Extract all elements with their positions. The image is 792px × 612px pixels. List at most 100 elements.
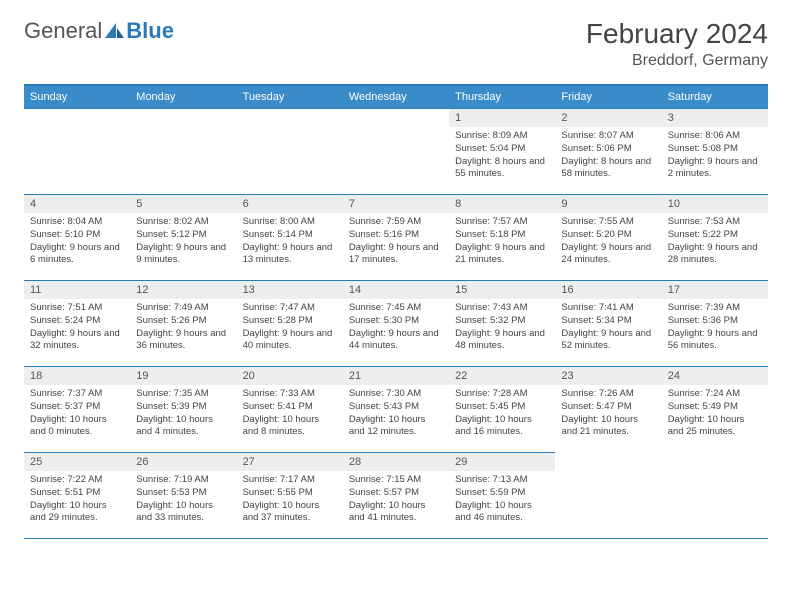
empty-cell (24, 108, 130, 194)
dayhead-sunday: Sunday (24, 86, 130, 108)
day-info: Sunrise: 7:35 AMSunset: 5:39 PMDaylight:… (130, 385, 236, 445)
day-info: Sunrise: 7:39 AMSunset: 5:36 PMDaylight:… (662, 299, 768, 359)
day-number: 1 (449, 109, 555, 127)
calendar-grid: SundayMondayTuesdayWednesdayThursdayFrid… (24, 84, 768, 539)
day-info: Sunrise: 8:09 AMSunset: 5:04 PMDaylight:… (449, 127, 555, 187)
day-info: Sunrise: 7:55 AMSunset: 5:20 PMDaylight:… (555, 213, 661, 273)
day-number: 8 (449, 195, 555, 213)
dayhead-tuesday: Tuesday (237, 86, 343, 108)
day-info: Sunrise: 7:30 AMSunset: 5:43 PMDaylight:… (343, 385, 449, 445)
day-cell: 9Sunrise: 7:55 AMSunset: 5:20 PMDaylight… (555, 194, 661, 280)
day-info: Sunrise: 7:26 AMSunset: 5:47 PMDaylight:… (555, 385, 661, 445)
bottom-rule (24, 538, 768, 539)
day-number: 18 (24, 367, 130, 385)
day-info: Sunrise: 8:04 AMSunset: 5:10 PMDaylight:… (24, 213, 130, 273)
day-number: 16 (555, 281, 661, 299)
page-title: February 2024 (586, 18, 768, 50)
empty-cell (343, 108, 449, 194)
day-info: Sunrise: 7:43 AMSunset: 5:32 PMDaylight:… (449, 299, 555, 359)
day-cell: 5Sunrise: 8:02 AMSunset: 5:12 PMDaylight… (130, 194, 236, 280)
day-info: Sunrise: 7:15 AMSunset: 5:57 PMDaylight:… (343, 471, 449, 531)
day-number: 25 (24, 453, 130, 471)
location-label: Breddorf, Germany (586, 52, 768, 70)
logo-blue-text: Blue (126, 18, 174, 44)
logo: General Blue (24, 18, 174, 44)
day-info: Sunrise: 8:00 AMSunset: 5:14 PMDaylight:… (237, 213, 343, 273)
day-cell: 22Sunrise: 7:28 AMSunset: 5:45 PMDayligh… (449, 366, 555, 452)
dayhead-saturday: Saturday (662, 86, 768, 108)
day-info: Sunrise: 8:07 AMSunset: 5:06 PMDaylight:… (555, 127, 661, 187)
day-cell: 2Sunrise: 8:07 AMSunset: 5:06 PMDaylight… (555, 108, 661, 194)
day-info: Sunrise: 7:28 AMSunset: 5:45 PMDaylight:… (449, 385, 555, 445)
day-number: 29 (449, 453, 555, 471)
day-info: Sunrise: 7:57 AMSunset: 5:18 PMDaylight:… (449, 213, 555, 273)
logo-text-blue: Blue (102, 18, 174, 44)
day-number: 4 (24, 195, 130, 213)
day-cell: 15Sunrise: 7:43 AMSunset: 5:32 PMDayligh… (449, 280, 555, 366)
title-block: February 2024 Breddorf, Germany (586, 18, 768, 70)
day-cell: 17Sunrise: 7:39 AMSunset: 5:36 PMDayligh… (662, 280, 768, 366)
day-info: Sunrise: 7:13 AMSunset: 5:59 PMDaylight:… (449, 471, 555, 531)
day-cell: 26Sunrise: 7:19 AMSunset: 5:53 PMDayligh… (130, 452, 236, 538)
day-number: 12 (130, 281, 236, 299)
day-number: 23 (555, 367, 661, 385)
day-cell: 19Sunrise: 7:35 AMSunset: 5:39 PMDayligh… (130, 366, 236, 452)
day-info: Sunrise: 7:24 AMSunset: 5:49 PMDaylight:… (662, 385, 768, 445)
day-number: 20 (237, 367, 343, 385)
day-info: Sunrise: 7:41 AMSunset: 5:34 PMDaylight:… (555, 299, 661, 359)
day-cell: 8Sunrise: 7:57 AMSunset: 5:18 PMDaylight… (449, 194, 555, 280)
day-cell: 28Sunrise: 7:15 AMSunset: 5:57 PMDayligh… (343, 452, 449, 538)
day-cell: 18Sunrise: 7:37 AMSunset: 5:37 PMDayligh… (24, 366, 130, 452)
day-cell: 14Sunrise: 7:45 AMSunset: 5:30 PMDayligh… (343, 280, 449, 366)
empty-cell (130, 108, 236, 194)
dayhead-wednesday: Wednesday (343, 86, 449, 108)
day-number: 15 (449, 281, 555, 299)
day-info: Sunrise: 7:53 AMSunset: 5:22 PMDaylight:… (662, 213, 768, 273)
day-number: 14 (343, 281, 449, 299)
day-cell: 4Sunrise: 8:04 AMSunset: 5:10 PMDaylight… (24, 194, 130, 280)
day-cell: 24Sunrise: 7:24 AMSunset: 5:49 PMDayligh… (662, 366, 768, 452)
day-cell: 12Sunrise: 7:49 AMSunset: 5:26 PMDayligh… (130, 280, 236, 366)
day-number: 2 (555, 109, 661, 127)
day-cell: 1Sunrise: 8:09 AMSunset: 5:04 PMDaylight… (449, 108, 555, 194)
day-info: Sunrise: 8:06 AMSunset: 5:08 PMDaylight:… (662, 127, 768, 187)
day-cell: 11Sunrise: 7:51 AMSunset: 5:24 PMDayligh… (24, 280, 130, 366)
day-info: Sunrise: 7:33 AMSunset: 5:41 PMDaylight:… (237, 385, 343, 445)
day-number: 26 (130, 453, 236, 471)
day-info: Sunrise: 7:19 AMSunset: 5:53 PMDaylight:… (130, 471, 236, 531)
day-info: Sunrise: 8:02 AMSunset: 5:12 PMDaylight:… (130, 213, 236, 273)
logo-text-general: General (24, 18, 102, 44)
header: General Blue February 2024 Breddorf, Ger… (24, 18, 768, 70)
day-number: 24 (662, 367, 768, 385)
day-number: 10 (662, 195, 768, 213)
day-info: Sunrise: 7:51 AMSunset: 5:24 PMDaylight:… (24, 299, 130, 359)
day-number: 13 (237, 281, 343, 299)
day-info: Sunrise: 7:37 AMSunset: 5:37 PMDaylight:… (24, 385, 130, 445)
day-number: 9 (555, 195, 661, 213)
day-cell: 13Sunrise: 7:47 AMSunset: 5:28 PMDayligh… (237, 280, 343, 366)
day-number: 19 (130, 367, 236, 385)
day-number: 17 (662, 281, 768, 299)
day-cell: 23Sunrise: 7:26 AMSunset: 5:47 PMDayligh… (555, 366, 661, 452)
day-cell: 29Sunrise: 7:13 AMSunset: 5:59 PMDayligh… (449, 452, 555, 538)
day-info: Sunrise: 7:49 AMSunset: 5:26 PMDaylight:… (130, 299, 236, 359)
day-info: Sunrise: 7:47 AMSunset: 5:28 PMDaylight:… (237, 299, 343, 359)
day-cell: 6Sunrise: 8:00 AMSunset: 5:14 PMDaylight… (237, 194, 343, 280)
day-number: 22 (449, 367, 555, 385)
empty-cell (237, 108, 343, 194)
day-cell: 3Sunrise: 8:06 AMSunset: 5:08 PMDaylight… (662, 108, 768, 194)
day-cell: 27Sunrise: 7:17 AMSunset: 5:55 PMDayligh… (237, 452, 343, 538)
day-info: Sunrise: 7:22 AMSunset: 5:51 PMDaylight:… (24, 471, 130, 531)
day-number: 27 (237, 453, 343, 471)
day-info: Sunrise: 7:17 AMSunset: 5:55 PMDaylight:… (237, 471, 343, 531)
dayhead-monday: Monday (130, 86, 236, 108)
day-cell: 16Sunrise: 7:41 AMSunset: 5:34 PMDayligh… (555, 280, 661, 366)
day-cell: 25Sunrise: 7:22 AMSunset: 5:51 PMDayligh… (24, 452, 130, 538)
day-number: 3 (662, 109, 768, 127)
day-number: 21 (343, 367, 449, 385)
day-cell: 20Sunrise: 7:33 AMSunset: 5:41 PMDayligh… (237, 366, 343, 452)
dayhead-thursday: Thursday (449, 86, 555, 108)
day-number: 5 (130, 195, 236, 213)
dayhead-friday: Friday (555, 86, 661, 108)
day-cell: 7Sunrise: 7:59 AMSunset: 5:16 PMDaylight… (343, 194, 449, 280)
